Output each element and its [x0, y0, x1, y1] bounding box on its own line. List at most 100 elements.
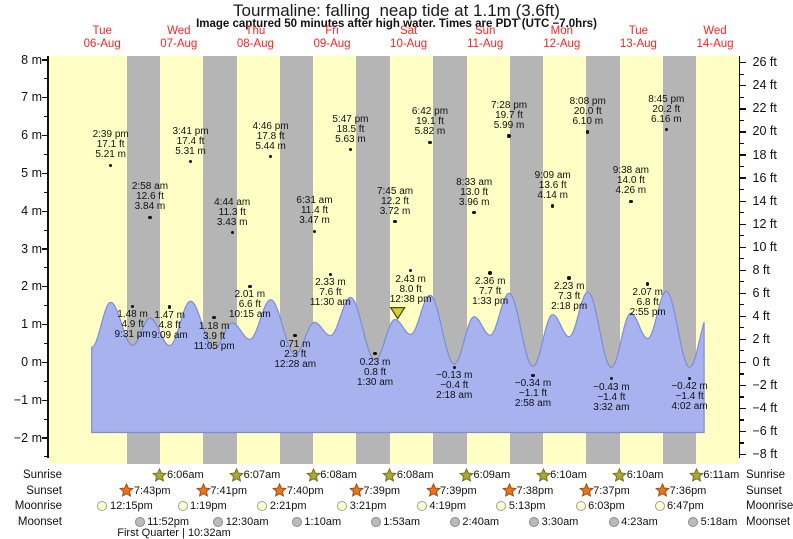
tide-label-line: 2.43 m	[395, 273, 426, 285]
sunrise-icon	[229, 467, 245, 483]
right-axis-tick	[740, 430, 746, 433]
right-axis-label: 2 ft	[752, 331, 770, 346]
high-tide-label: 2:39 pm 17.1 ft 5.21 m	[69, 130, 153, 160]
chart-title: Tourmaline: falling neap tide at 1.1m (3…	[233, 1, 560, 20]
day-name: Sat	[399, 25, 418, 37]
sunrise-time: 6:10am	[550, 469, 587, 481]
day-name: Wed	[703, 25, 727, 37]
day-date: 13-Aug	[619, 37, 657, 50]
moonset-circle-icon	[449, 516, 460, 527]
tide-label-line: −0.13 m	[436, 370, 473, 382]
sunrise-icon	[612, 467, 628, 483]
sunset-icon	[119, 483, 135, 498]
low-tide-label: −0.34 m −1.1 ft 2:58 am	[491, 379, 575, 409]
tide-label-line: 6.8 ft	[636, 297, 659, 309]
tide-label-line: 13.0 ft	[460, 186, 489, 198]
left-axis-tick	[43, 153, 47, 156]
tide-label-line: 5.63 m	[335, 133, 366, 145]
tide-event-dot	[312, 229, 317, 233]
right-axis-label: −2 ft	[752, 377, 778, 392]
moonrise-time: 3:21pm	[349, 500, 387, 512]
sunrise-icon	[535, 467, 551, 483]
left-axis-tick	[43, 116, 47, 118]
moonset-time: 12:30am	[225, 515, 269, 528]
sunset-icon	[272, 483, 288, 498]
low-tide-label: 2.36 m 7.7 ft 1:33 pm	[448, 277, 532, 307]
day-date: 14-Aug	[696, 37, 734, 50]
tide-label-line: 11:05 pm	[193, 340, 235, 352]
tide-label-line: 20.0 ft	[573, 105, 602, 117]
sunrise-icon	[382, 467, 398, 483]
day-header: Wed 07-Aug	[134, 25, 224, 50]
moonset-circle-icon	[134, 516, 145, 527]
right-axis-label: 22 ft	[752, 101, 777, 116]
day-name: Tue	[628, 25, 649, 37]
tide-label-line: 6:31 am	[296, 195, 333, 207]
tide-event-dot	[373, 352, 377, 356]
night-band	[203, 56, 237, 464]
moonrise-circle-icon	[177, 501, 188, 511]
moonset-row-label-right: Moonset	[746, 515, 791, 528]
day-header: Mon 12-Aug	[517, 25, 607, 50]
tide-label-line: 4.14 m	[537, 189, 568, 201]
day-date: 06-Aug	[83, 37, 121, 50]
tide-label-line: 9:38 am	[612, 165, 649, 177]
tide-event-dot	[230, 231, 234, 235]
day-header: Wed 14-Aug	[670, 25, 760, 50]
moonset-time: 1:10am	[304, 515, 342, 528]
right-axis-tick	[740, 142, 744, 145]
high-tide-label: 5:47 pm 18.5 ft 5.63 m	[308, 114, 392, 145]
tide-label-line: −0.42 m	[671, 381, 708, 393]
sunrise-star-icon	[612, 467, 628, 482]
moonrise-time: 6:03pm	[588, 500, 625, 512]
left-axis-tick	[43, 456, 47, 458]
tide-label-line: 3.47 m	[299, 215, 330, 227]
sunset-time: 7:37pm	[593, 484, 630, 497]
moonrise-time: 12:15pm	[109, 500, 153, 512]
high-tide-label: 4:44 am 11.3 ft 3.43 m	[190, 197, 274, 228]
tide-event-dot	[507, 134, 511, 138]
tide-label-line: 0.8 ft	[363, 366, 387, 378]
right-axis-label: −4 ft	[752, 400, 778, 415]
left-axis-label: −2 m	[13, 430, 42, 445]
tide-event-dot	[293, 333, 297, 338]
tide-event-dot	[408, 268, 413, 273]
low-tide-label: 0.23 m 0.8 ft 1:30 am	[333, 357, 417, 388]
tide-label-line: 10:15 am	[228, 309, 271, 321]
tide-label-line: 4.26 m	[615, 185, 647, 197]
right-axis-tick	[740, 200, 746, 202]
right-axis-tick	[740, 62, 746, 64]
sunrise-star-icon	[152, 467, 168, 482]
moonset-time: 5:18am	[700, 515, 738, 528]
right-axis-tick	[740, 154, 746, 156]
sunrise-star-icon	[535, 467, 551, 482]
moonrise-time: 4:19pm	[429, 500, 467, 512]
tide-label-line: 7.6 ft	[319, 287, 342, 299]
tide-label-line: 2:39 pm	[92, 129, 129, 141]
tide-label-line: 4:46 pm	[252, 120, 289, 132]
tide-label-line: 2:58 am	[131, 181, 169, 193]
moonset-circle-icon	[213, 516, 224, 527]
high-tide-label: 8:08 pm 20.0 ft 6.10 m	[546, 96, 630, 127]
tide-label-line: 3.9 ft	[203, 330, 226, 342]
tide-label-line: 5.31 m	[175, 145, 206, 157]
left-axis-label: 6 m	[21, 128, 42, 143]
low-tide-label: −0.42 m −1.4 ft 4:02 am	[648, 382, 732, 412]
tide-label-line: 2:58 am	[514, 398, 552, 410]
sunset-star-icon	[119, 483, 135, 497]
right-axis-label: 0 ft	[752, 354, 770, 369]
tide-label-line: 6:42 pm	[411, 106, 449, 118]
moonset-circle-icon	[688, 516, 699, 527]
moonset-circle-icon	[291, 516, 302, 527]
right-axis-label: 10 ft	[752, 239, 777, 254]
sunrise-star-icon	[305, 467, 321, 482]
day-header: Sat 10-Aug	[364, 25, 454, 50]
high-tide-label: 8:33 am 13.0 ft 3.96 m	[432, 177, 516, 208]
tide-label-line: 17.1 ft	[96, 139, 125, 151]
right-axis-tick	[740, 165, 744, 168]
sunrise-time: 6:09am	[473, 469, 511, 481]
moonrise-circle-icon	[257, 501, 268, 511]
tide-label-line: 17.4 ft	[176, 135, 205, 147]
day-name: Wed	[167, 25, 191, 37]
tide-label-line: 6.10 m	[572, 115, 604, 127]
